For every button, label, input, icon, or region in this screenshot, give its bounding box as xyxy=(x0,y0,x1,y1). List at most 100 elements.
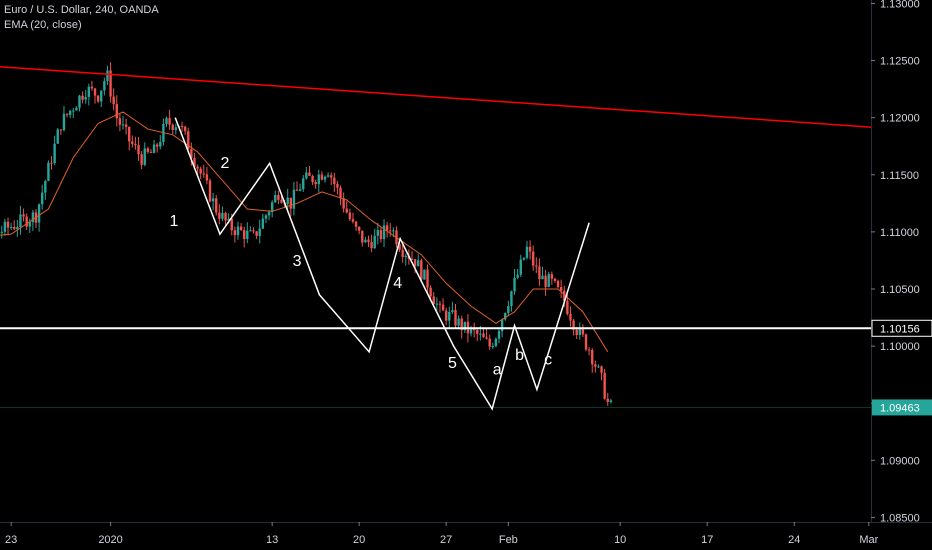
candle xyxy=(196,164,199,176)
candle-body xyxy=(398,244,401,250)
candle xyxy=(9,222,13,231)
candle xyxy=(295,181,299,191)
wave-label-4[interactable]: 4 xyxy=(393,275,402,292)
elliott-wave-path[interactable] xyxy=(174,117,590,411)
candle xyxy=(333,172,336,193)
wave-label-c[interactable]: c xyxy=(544,351,552,368)
price-line-tag[interactable]: 1.10156 xyxy=(871,319,932,337)
candle-body xyxy=(448,311,451,321)
candle xyxy=(525,240,529,260)
candle-body xyxy=(295,189,299,191)
candle xyxy=(233,226,237,243)
ema-legend[interactable]: EMA (20, close) xyxy=(4,19,82,31)
time-axis[interactable]: 23 2020 13 20 27 Feb 10 17 24 Mar xyxy=(0,522,932,546)
candle xyxy=(137,136,140,161)
wave-label-1[interactable]: 1 xyxy=(170,213,179,230)
price-line-tag-label: 1.10156 xyxy=(880,323,920,335)
symbol-legend[interactable]: Euro / U.S. Dollar, 240, OANDA xyxy=(4,4,159,16)
candle xyxy=(0,225,4,239)
candle-body xyxy=(121,124,125,126)
candle xyxy=(361,230,364,247)
candle xyxy=(124,118,128,135)
ema-line[interactable] xyxy=(0,111,609,353)
chart-legend: Euro / U.S. Dollar, 240, OANDA EMA (20, … xyxy=(4,3,159,33)
candle xyxy=(72,107,75,118)
candle xyxy=(258,219,261,244)
candle xyxy=(128,126,131,151)
candle-body xyxy=(323,176,327,180)
candle xyxy=(215,195,218,216)
candle-body xyxy=(482,333,485,338)
candle xyxy=(65,113,69,118)
wave-label-3[interactable]: 3 xyxy=(293,253,302,270)
wave-label-2[interactable]: 2 xyxy=(220,155,229,172)
candle xyxy=(308,165,311,176)
candle xyxy=(78,94,81,112)
candle-body xyxy=(420,260,423,280)
current-price-tag[interactable]: 1.09463 xyxy=(872,399,932,416)
candle xyxy=(569,306,572,327)
candle xyxy=(47,160,50,182)
candle-body xyxy=(267,212,271,216)
candle xyxy=(81,91,84,104)
candle xyxy=(149,149,153,154)
candle xyxy=(134,136,137,150)
candle-body xyxy=(544,275,547,287)
candle xyxy=(13,220,16,231)
candle-body xyxy=(112,96,115,105)
trendline[interactable] xyxy=(0,63,932,138)
time-tick-label: Feb xyxy=(499,534,518,546)
candle-body xyxy=(230,218,233,231)
current-price-tag-label: 1.09463 xyxy=(880,402,920,414)
candle-body xyxy=(342,198,345,209)
candle xyxy=(482,328,485,338)
wave-label-5[interactable]: 5 xyxy=(448,355,457,372)
drawing-annotations[interactable]: 1 2 3 4 5 ab c xyxy=(0,63,932,411)
time-tick-label: 17 xyxy=(701,534,713,546)
candle-body xyxy=(199,168,202,174)
candle-body xyxy=(183,126,187,132)
candle xyxy=(581,324,585,338)
candle-body xyxy=(345,208,348,213)
candle xyxy=(535,257,538,273)
candle xyxy=(420,258,423,283)
candle-body xyxy=(298,189,302,191)
candle-body xyxy=(435,303,439,305)
price-axis[interactable]: 1.085001.090001.095001.100001.105001.110… xyxy=(871,0,932,550)
candle-body xyxy=(221,212,224,219)
candle-body xyxy=(575,329,578,336)
candle xyxy=(165,116,168,128)
price-tick-label: 1.11500 xyxy=(880,170,919,182)
candle xyxy=(320,171,324,181)
candle xyxy=(246,222,249,244)
candle-body xyxy=(507,306,510,314)
candle-body xyxy=(563,290,566,301)
candle-body xyxy=(289,197,293,209)
candle-body xyxy=(463,321,467,331)
candle-body xyxy=(606,398,609,402)
candle-body xyxy=(535,265,538,267)
candle-body xyxy=(59,129,63,131)
candle-body xyxy=(336,183,339,188)
candle xyxy=(413,259,417,274)
candle-body xyxy=(354,221,358,227)
wave-label-a[interactable]: a xyxy=(493,362,502,379)
candle xyxy=(264,213,268,224)
candle-body xyxy=(264,215,268,219)
candle xyxy=(143,142,146,167)
candle-body xyxy=(239,226,243,231)
candle-body xyxy=(100,90,103,102)
candle-body xyxy=(90,86,94,89)
candle-body xyxy=(25,216,28,227)
wave-label-b[interactable]: b xyxy=(515,347,524,364)
candle xyxy=(444,307,448,326)
candle-body xyxy=(504,313,507,320)
candle-body xyxy=(202,173,205,175)
candle xyxy=(106,65,109,85)
candle-body xyxy=(339,187,342,199)
candle-body xyxy=(143,148,146,165)
candle-body xyxy=(134,143,137,146)
candle-body xyxy=(581,327,585,335)
candle-body xyxy=(103,81,106,91)
